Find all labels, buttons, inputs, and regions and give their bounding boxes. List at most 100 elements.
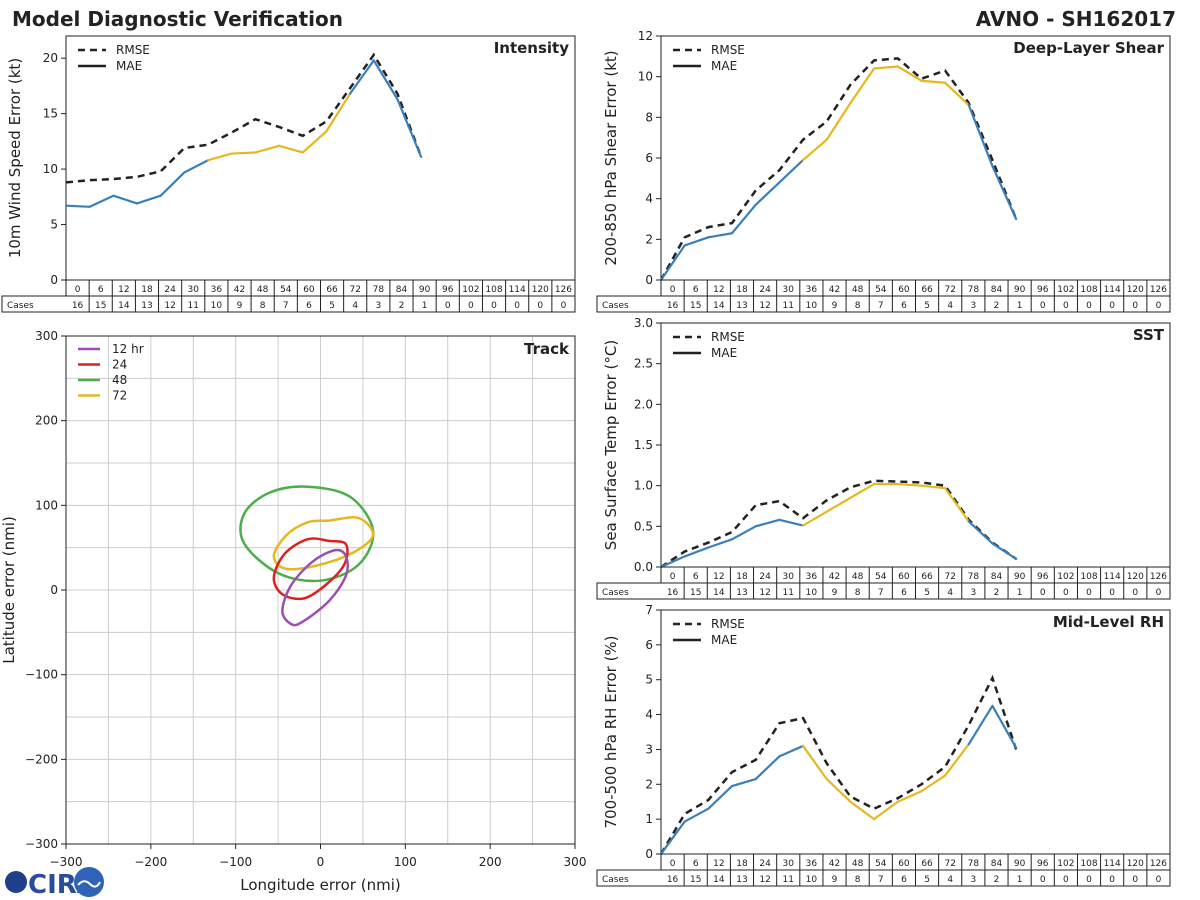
x-tick-label: 100 <box>394 855 417 869</box>
case-cell: 9 <box>237 301 243 311</box>
hour-cell: 24 <box>759 285 771 295</box>
hour-cell: 0 <box>670 572 676 582</box>
case-cell: 0 <box>1132 301 1138 311</box>
hour-cell: 66 <box>921 859 933 869</box>
hour-cell: 48 <box>257 285 269 295</box>
legend-rmse-label: RMSE <box>711 617 745 631</box>
case-cell: 1 <box>422 301 428 311</box>
hour-cell: 96 <box>1037 572 1049 582</box>
x-tick-label: 0 <box>317 855 325 869</box>
mae-segment <box>967 704 994 746</box>
cases-label: Cases <box>602 301 629 311</box>
track-ellipse-72 <box>272 516 375 571</box>
y-tick-label: 8 <box>645 110 653 124</box>
track-ellipse-12-hr <box>281 548 349 627</box>
hour-cell: 60 <box>898 859 910 869</box>
case-cell: 14 <box>713 875 725 885</box>
panel-title: Track <box>524 340 570 358</box>
case-cell: 0 <box>1040 875 1046 885</box>
legend: RMSE MAE <box>78 43 150 73</box>
case-cell: 11 <box>783 875 794 885</box>
mae-segment <box>88 194 115 208</box>
mae-segment <box>801 510 828 527</box>
hour-cell: 54 <box>280 285 292 295</box>
hour-cell: 72 <box>944 285 955 295</box>
hour-cell: 114 <box>509 285 526 295</box>
panel-title: SST <box>1133 326 1165 344</box>
case-cell: 0 <box>561 301 567 311</box>
legend-label: 24 <box>112 358 127 372</box>
cases-row <box>1 295 576 313</box>
mae-segment <box>230 151 257 155</box>
rmse-line <box>660 479 1017 569</box>
mae-segment <box>112 194 139 205</box>
legend-mae-label: MAE <box>711 346 737 360</box>
hour-cell: 126 <box>555 285 572 295</box>
mae-segment <box>659 244 686 282</box>
case-cell: 15 <box>95 301 106 311</box>
hour-cell: 66 <box>326 285 338 295</box>
y-tick-label: −200 <box>25 752 58 766</box>
plot-frame <box>660 609 1171 855</box>
case-cell: 8 <box>855 301 861 311</box>
hour-cell: 30 <box>783 859 795 869</box>
hour-cell: 30 <box>783 572 795 582</box>
hour-cell: 120 <box>532 285 549 295</box>
cira-logo: CIRA <box>5 867 104 900</box>
mae-segment <box>896 65 923 82</box>
y-tick-label: 100 <box>35 498 58 512</box>
mae-segment <box>872 800 899 821</box>
y-tick-label: 5 <box>50 218 58 232</box>
case-cell: 5 <box>329 301 335 311</box>
case-cell: 12 <box>759 301 770 311</box>
mae-segment <box>849 800 876 821</box>
mae-segment <box>778 744 805 758</box>
case-cell: 6 <box>901 875 907 885</box>
hour-cell: 102 <box>1057 859 1074 869</box>
case-cell: 12 <box>759 588 770 598</box>
mae-segment <box>778 518 805 527</box>
cases-table: Cases01661512141813241230113610429488547… <box>596 279 1171 313</box>
hour-cell: 72 <box>944 859 955 869</box>
y-tick-label: 0 <box>645 847 653 861</box>
track-ellipse-24 <box>272 537 349 601</box>
hour-cell: 60 <box>303 285 315 295</box>
y-tick-label: 300 <box>35 329 58 343</box>
hour-cell: 48 <box>852 285 864 295</box>
mae-segment <box>920 79 947 84</box>
hour-cell: 78 <box>968 285 980 295</box>
case-cell: 11 <box>783 301 794 311</box>
mae-segment <box>967 520 994 545</box>
mae-segment <box>991 542 1018 560</box>
case-cell: 3 <box>375 301 381 311</box>
hour-cell: 6 <box>98 285 104 295</box>
case-cell: 7 <box>878 588 884 598</box>
case-cell: 14 <box>713 301 725 311</box>
mae-segment <box>825 101 852 141</box>
case-cell: 0 <box>1086 301 1092 311</box>
mae-segment <box>849 482 876 499</box>
hour-cell: 30 <box>188 285 200 295</box>
case-cell: 2 <box>994 588 1000 598</box>
hour-cell: 18 <box>141 285 153 295</box>
case-cell: 13 <box>736 301 747 311</box>
hour-cell: 6 <box>693 572 699 582</box>
y-tick-label: 1.0 <box>634 479 653 493</box>
case-cell: 0 <box>445 301 451 311</box>
x-tick-label: 200 <box>479 855 502 869</box>
hour-cell: 120 <box>1127 859 1144 869</box>
y-tick-label: 4 <box>645 708 653 722</box>
hour-cell: 78 <box>968 859 980 869</box>
x-axis-label: Longitude error (nmi) <box>240 876 400 894</box>
mae-segment <box>896 790 923 803</box>
hour-cell: 72 <box>944 572 955 582</box>
case-cell: 4 <box>947 588 953 598</box>
case-cell: 0 <box>1156 588 1162 598</box>
mae-segment <box>943 81 970 107</box>
case-cell: 1 <box>1017 875 1023 885</box>
hour-cell: 0 <box>670 285 676 295</box>
case-cell: 7 <box>283 301 289 311</box>
mae-segment <box>348 59 375 95</box>
case-cell: 9 <box>832 301 838 311</box>
mae-segment <box>64 204 91 208</box>
